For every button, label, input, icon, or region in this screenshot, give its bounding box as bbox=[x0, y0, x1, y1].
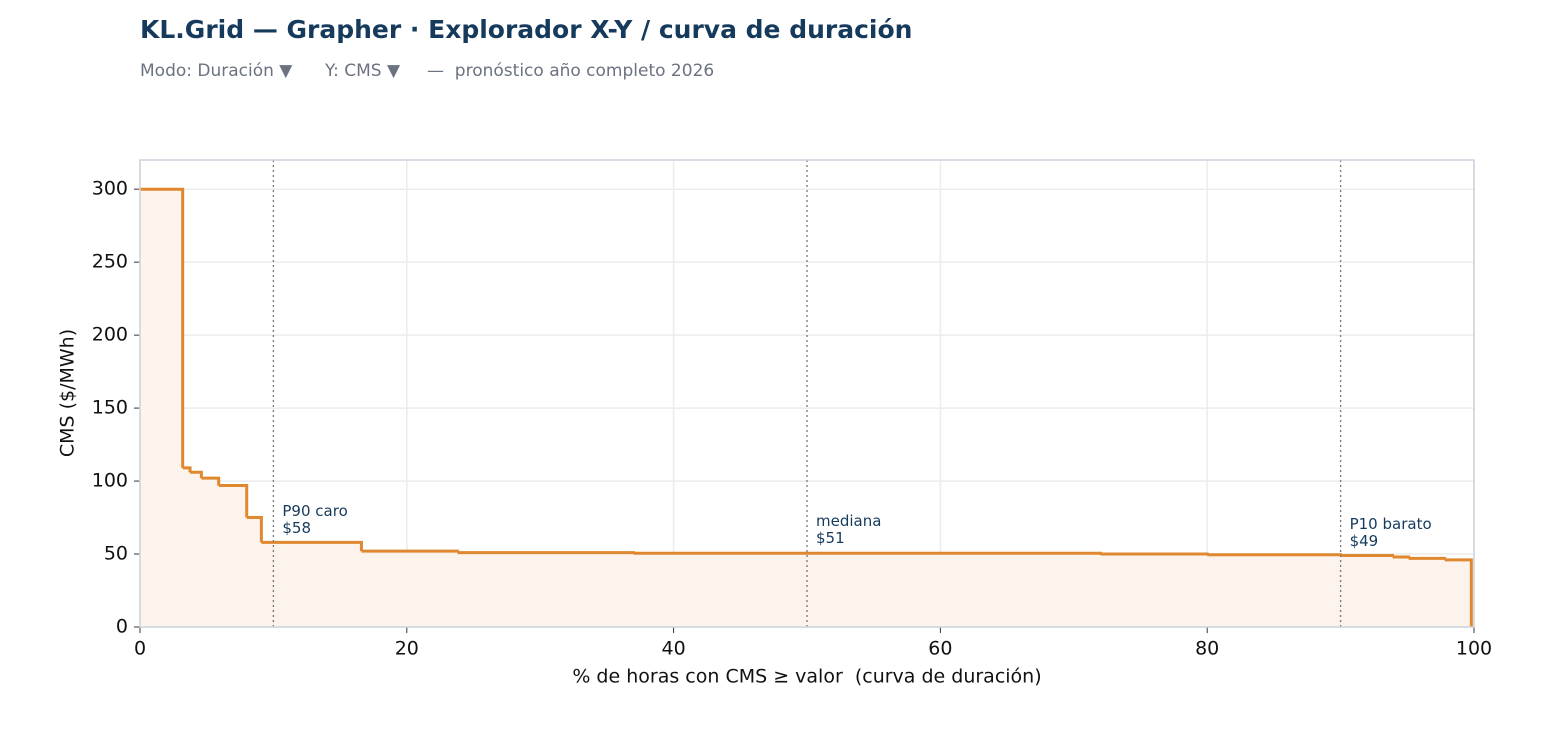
y-tick-label: 50 bbox=[104, 543, 128, 565]
step-segment bbox=[261, 540, 363, 552]
x-tick-label: 80 bbox=[1195, 638, 1219, 660]
step-segment bbox=[1392, 555, 1411, 559]
step-segment bbox=[140, 187, 185, 468]
step-segment bbox=[201, 476, 221, 486]
annotation-value: $49 bbox=[1350, 532, 1379, 550]
step-segment bbox=[218, 483, 249, 518]
x-tick-label: 60 bbox=[928, 638, 952, 660]
y-tick-label: 200 bbox=[92, 324, 128, 346]
step-segment bbox=[190, 470, 203, 479]
x-tick-label: 20 bbox=[395, 638, 419, 660]
plot-frame bbox=[139, 159, 1475, 628]
step-segment bbox=[1340, 553, 1395, 557]
annotation-value: $51 bbox=[816, 529, 845, 547]
x-tick-label: 100 bbox=[1456, 638, 1492, 660]
annotation-value: $58 bbox=[282, 519, 311, 537]
x-tick-label: 40 bbox=[662, 638, 686, 660]
y-axis-label: CMS ($/MWh) bbox=[57, 329, 79, 457]
step-segment bbox=[246, 516, 263, 543]
x-axis-label: % de horas con CMS ≥ valor (curva de dur… bbox=[572, 666, 1041, 688]
step-segment bbox=[1444, 558, 1473, 627]
step-segment bbox=[1408, 556, 1447, 560]
step-segment bbox=[1207, 553, 1343, 557]
y-tick-label: 100 bbox=[92, 470, 128, 492]
annotation-label: P10 barato bbox=[1350, 515, 1432, 533]
step-segment bbox=[361, 549, 459, 553]
step-segment bbox=[1100, 552, 1209, 556]
x-tick-label: 0 bbox=[134, 638, 146, 660]
y-tick-label: 300 bbox=[92, 178, 128, 200]
annotation-label: mediana bbox=[816, 512, 881, 530]
y-tick-label: 250 bbox=[92, 251, 128, 273]
y-tick-label: 150 bbox=[92, 397, 128, 419]
area-fill bbox=[140, 189, 1472, 627]
mode-dropdown[interactable]: Modo: Duración ▼ bbox=[140, 61, 293, 81]
subtitle-note: — pronóstico año completo 2026 bbox=[427, 61, 714, 81]
y-dropdown[interactable]: Y: CMS ▼ bbox=[324, 61, 401, 81]
y-tick-label: 0 bbox=[116, 616, 128, 638]
step-segment bbox=[457, 551, 636, 555]
annotation-label: P90 caro bbox=[282, 502, 347, 520]
chart-title: KL.Grid — Grapher · Explorador X-Y / cur… bbox=[140, 15, 912, 44]
step-segment bbox=[633, 551, 1102, 555]
